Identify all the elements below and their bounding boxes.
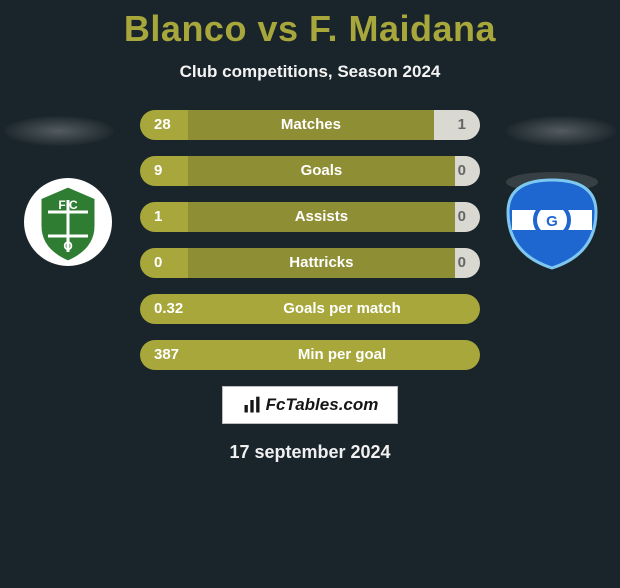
svg-text:G: G <box>546 213 558 230</box>
fctables-logo[interactable]: FcTables.com <box>222 386 398 424</box>
stat-left-value: 0 <box>140 248 188 278</box>
club-badge-right: G <box>502 172 602 272</box>
title-vs: vs <box>257 8 298 49</box>
stat-left-value: 387 <box>140 340 204 370</box>
snapshot-date: 17 september 2024 <box>0 442 620 463</box>
stat-left-value: 1 <box>140 202 188 232</box>
spotlight-left <box>4 116 114 146</box>
stat-label: Goals per match <box>204 294 480 324</box>
stat-right-value: 0 <box>455 248 480 278</box>
stat-left-value: 0.32 <box>140 294 204 324</box>
stat-row-matches: 28Matches1 <box>140 110 480 140</box>
gimnasia-badge-icon: G <box>502 172 602 272</box>
stat-row-hattricks: 0Hattricks0 <box>140 248 480 278</box>
club-badge-left: F C O <box>18 172 118 272</box>
ferro-badge-icon: F C O <box>18 172 118 272</box>
stat-left-value: 28 <box>140 110 188 140</box>
title-right: F. Maidana <box>309 8 496 49</box>
stat-label: Matches <box>188 110 434 140</box>
spotlight-right <box>506 116 616 146</box>
stat-right-value: 1 <box>434 110 480 140</box>
bar-chart-icon <box>242 395 262 415</box>
comparison-stage: F C O G 28Matches19Goals01Assists00Hattr… <box>0 110 620 370</box>
subtitle: Club competitions, Season 2024 <box>0 62 620 82</box>
stat-bars: 28Matches19Goals01Assists00Hattricks00.3… <box>140 110 480 370</box>
fctables-text: FcTables.com <box>266 395 379 415</box>
title-left: Blanco <box>124 8 247 49</box>
svg-text:O: O <box>63 239 72 253</box>
stat-row-goals-per-match: 0.32Goals per match <box>140 294 480 324</box>
stat-row-min-per-goal: 387Min per goal <box>140 340 480 370</box>
stat-row-goals: 9Goals0 <box>140 156 480 186</box>
stat-label: Goals <box>188 156 455 186</box>
stat-right-value: 0 <box>455 202 480 232</box>
stat-row-assists: 1Assists0 <box>140 202 480 232</box>
svg-text:F C: F C <box>58 198 78 212</box>
stat-label: Assists <box>188 202 455 232</box>
stat-right-value: 0 <box>455 156 480 186</box>
stat-label: Hattricks <box>188 248 455 278</box>
page-title: Blanco vs F. Maidana <box>0 8 620 50</box>
stat-left-value: 9 <box>140 156 188 186</box>
stat-label: Min per goal <box>204 340 480 370</box>
